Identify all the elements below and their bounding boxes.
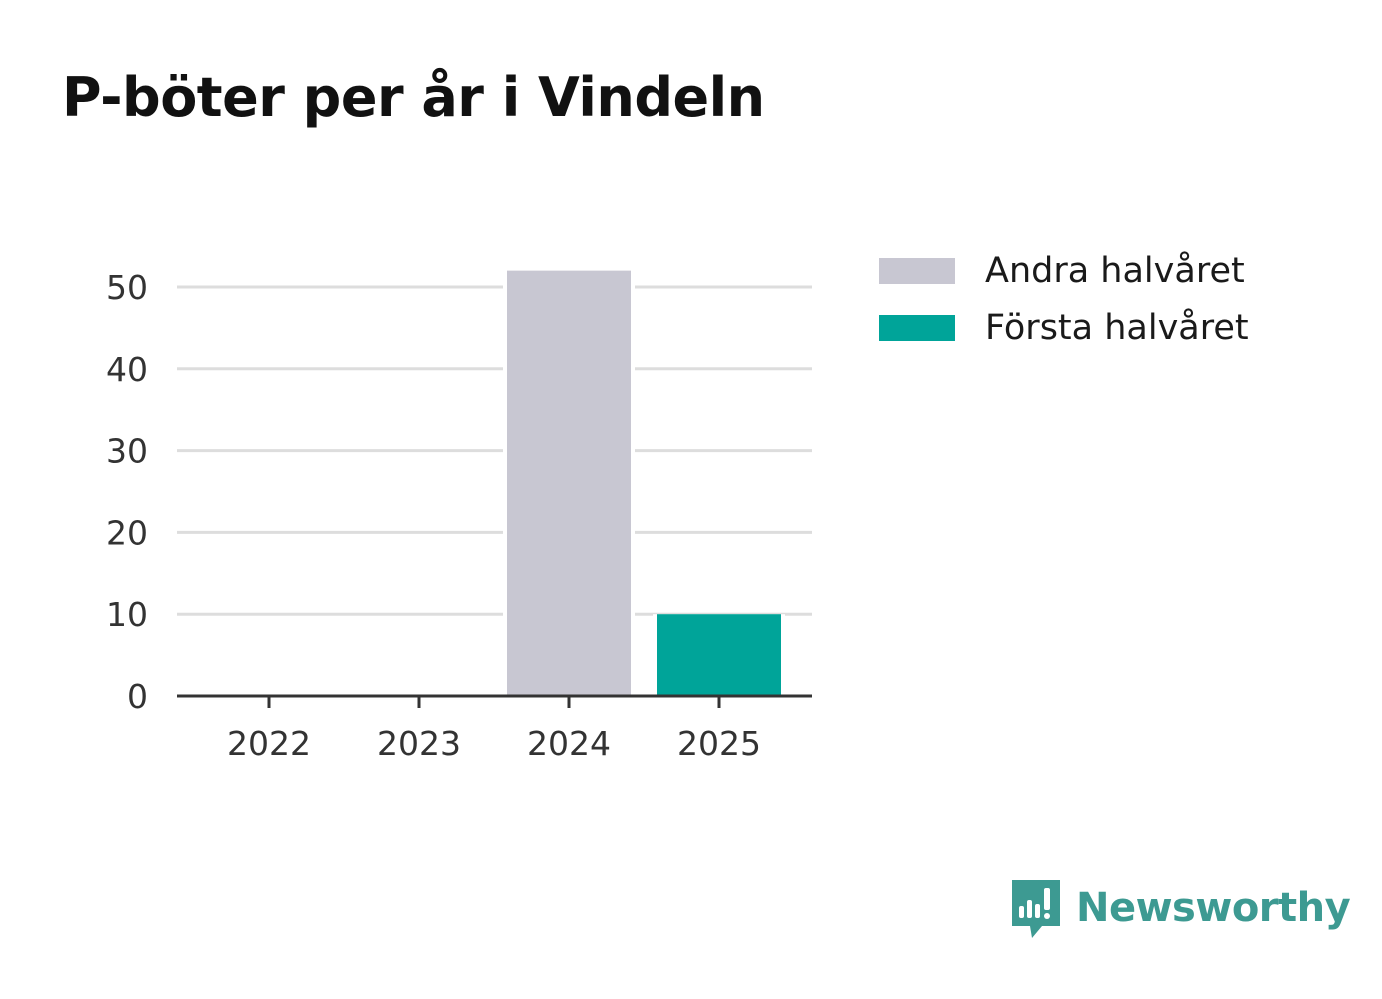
y-tick-label: 20 xyxy=(106,513,148,552)
chart-title: P-böter per år i Vindeln xyxy=(62,66,765,129)
legend-item-forsta-halvaret: Första halvåret xyxy=(879,299,1249,356)
bar-2024 xyxy=(507,270,631,696)
brand-name: Newsworthy xyxy=(1076,885,1351,931)
legend-label: Första halvåret xyxy=(985,307,1249,348)
x-tick-label: 2024 xyxy=(527,724,611,763)
bar-2025 xyxy=(657,614,781,696)
y-tick-label: 50 xyxy=(106,268,148,307)
y-tick-label: 40 xyxy=(106,350,148,389)
legend-label: Andra halvåret xyxy=(985,250,1245,291)
y-tick-label: 0 xyxy=(127,677,148,716)
legend: Andra halvåret Första halvåret xyxy=(879,242,1249,356)
y-tick-label: 30 xyxy=(106,432,148,471)
legend-swatch-andra-halvaret xyxy=(879,257,955,284)
newsworthy-logo-icon xyxy=(1012,880,1060,938)
legend-swatch-forsta-halvaret xyxy=(879,314,955,341)
y-tick-label: 10 xyxy=(106,595,148,634)
legend-item-andra-halvaret: Andra halvåret xyxy=(879,242,1249,299)
brand-logo: Newsworthy xyxy=(1010,876,1351,940)
x-tick-label: 2025 xyxy=(677,724,761,763)
x-tick-label: 2023 xyxy=(377,724,461,763)
x-tick-label: 2022 xyxy=(227,724,311,763)
